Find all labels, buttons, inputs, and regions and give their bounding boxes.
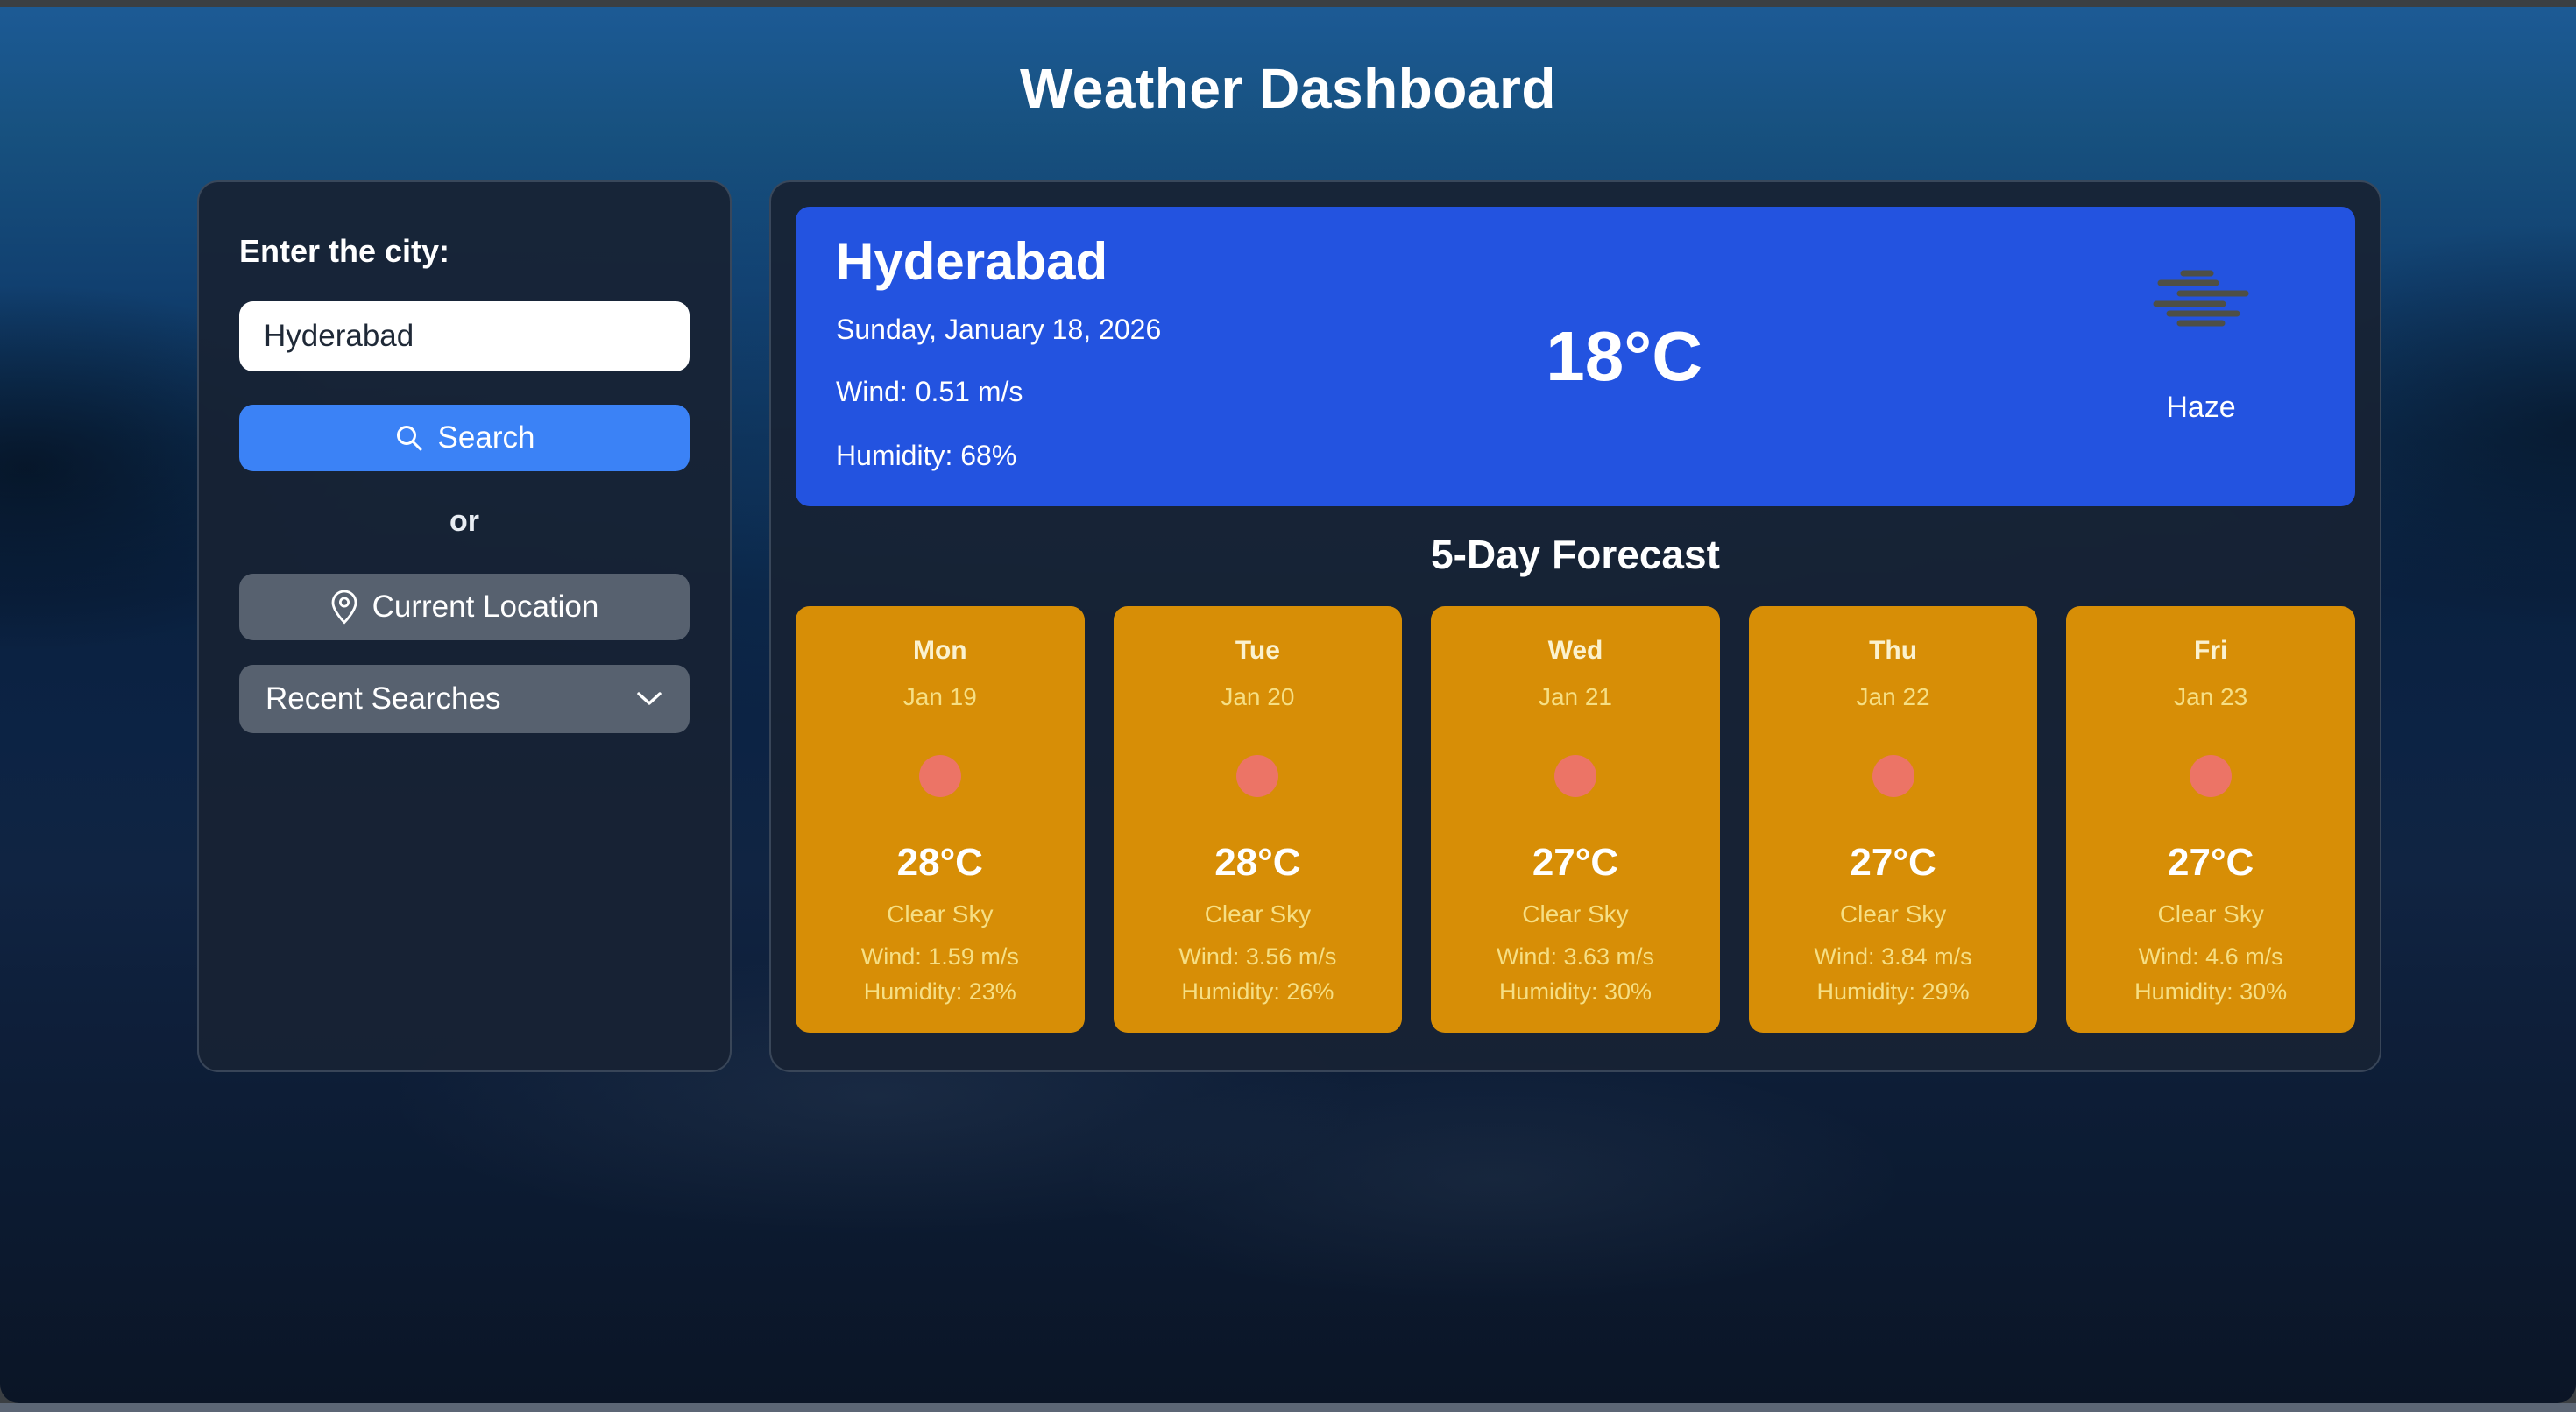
forecast-heading: 5-Day Forecast: [1431, 532, 1720, 577]
current-condition-block: Haze: [2087, 233, 2315, 480]
forecast-humidity: Humidity: 29%: [1816, 978, 1970, 1005]
forecast-day: Wed: [1547, 636, 1603, 665]
forecast-humidity: Humidity: 30%: [1498, 978, 1652, 1005]
forecast-humidity: Humidity: 26%: [1181, 978, 1334, 1005]
forecast-temp: 27°C: [1532, 841, 1619, 884]
search-button-label: Search: [437, 420, 535, 455]
city-input-label: Enter the city:: [239, 233, 450, 269]
forecast-date: Jan 22: [1856, 683, 1930, 710]
forecast-condition: Clear Sky: [1522, 900, 1629, 928]
forecast-cards: Mon Jan 19 28°C Clear Sky Wind: 1.59 m/s…: [796, 606, 2355, 1033]
forecast-date: Jan 21: [1538, 683, 1613, 710]
current-wind: Wind: 0.51 m/s: [836, 376, 1023, 407]
recent-searches-dropdown[interactable]: Recent Searches: [239, 665, 690, 733]
search-sidebar: Enter the city: Search or Current Locati…: [197, 180, 732, 1072]
forecast-date: Jan 23: [2174, 683, 2248, 710]
chevron-down-icon: [637, 692, 662, 705]
forecast-card-thu: Thu Jan 22 27°C Clear Sky Wind: 3.84 m/s…: [1748, 606, 2038, 1033]
current-location-button[interactable]: Current Location: [239, 574, 690, 640]
forecast-day: Fri: [2194, 636, 2228, 665]
forecast-card-tue: Tue Jan 20 28°C Clear Sky Wind: 3.56 m/s…: [1113, 606, 1403, 1033]
current-weather-details: Hyderabad Sunday, January 18, 2026 Wind:…: [836, 233, 1161, 480]
forecast-wind: Wind: 3.84 m/s: [1814, 943, 1972, 970]
window-bottom-edge: [0, 1403, 2576, 1412]
forecast-day: Mon: [912, 636, 967, 665]
forecast-wind: Wind: 3.56 m/s: [1178, 943, 1337, 970]
clear-sky-icon: [1553, 755, 1596, 797]
forecast-wind: Wind: 4.6 m/s: [2138, 943, 2283, 970]
forecast-wind: Wind: 1.59 m/s: [860, 943, 1019, 970]
forecast-humidity: Humidity: 23%: [863, 978, 1016, 1005]
forecast-temp: 27°C: [2168, 841, 2254, 884]
weather-panel: Hyderabad Sunday, January 18, 2026 Wind:…: [769, 180, 2381, 1072]
current-city: Hyderabad: [836, 232, 1108, 291]
or-separator: or: [449, 505, 479, 538]
recent-searches-label: Recent Searches: [265, 681, 501, 716]
search-icon: [396, 426, 422, 451]
forecast-date: Jan 20: [1221, 683, 1295, 710]
current-condition: Haze: [2166, 391, 2236, 424]
forecast-temp: 27°C: [1850, 841, 1936, 884]
haze-icon: [2153, 270, 2249, 327]
clear-sky-icon: [1872, 755, 1914, 797]
forecast-condition: Clear Sky: [1839, 900, 1947, 928]
current-temp-block: 18°C: [1161, 233, 2087, 480]
current-location-label: Current Location: [372, 590, 599, 624]
forecast-condition: Clear Sky: [887, 900, 994, 928]
forecast-temp: 28°C: [1214, 841, 1301, 884]
clear-sky-icon: [918, 755, 961, 797]
forecast-humidity: Humidity: 30%: [2134, 978, 2288, 1005]
current-temp: 18°C: [1546, 317, 1702, 395]
forecast-temp: 28°C: [896, 841, 983, 884]
current-weather-card: Hyderabad Sunday, January 18, 2026 Wind:…: [796, 207, 2355, 506]
page-title: Weather Dashboard: [1020, 57, 1556, 120]
city-input[interactable]: [239, 301, 690, 371]
clear-sky-icon: [1236, 755, 1279, 797]
forecast-date: Jan 19: [902, 683, 977, 710]
forecast-wind: Wind: 3.63 m/s: [1496, 943, 1655, 970]
forecast-card-fri: Fri Jan 23 27°C Clear Sky Wind: 4.6 m/s …: [2066, 606, 2355, 1033]
current-humidity: Humidity: 68%: [836, 440, 1017, 471]
forecast-day: Tue: [1235, 636, 1280, 665]
search-button[interactable]: Search: [239, 405, 690, 471]
forecast-day: Thu: [1869, 636, 1918, 665]
forecast-card-mon: Mon Jan 19 28°C Clear Sky Wind: 1.59 m/s…: [796, 606, 1085, 1033]
forecast-condition: Clear Sky: [1204, 900, 1312, 928]
current-date: Sunday, January 18, 2026: [836, 314, 1162, 345]
forecast-card-wed: Wed Jan 21 27°C Clear Sky Wind: 3.63 m/s…: [1431, 606, 1720, 1033]
clear-sky-icon: [2190, 755, 2233, 797]
window-top-edge: [0, 0, 2576, 7]
forecast-condition: Clear Sky: [2157, 900, 2264, 928]
location-pin-icon: [331, 590, 357, 625]
